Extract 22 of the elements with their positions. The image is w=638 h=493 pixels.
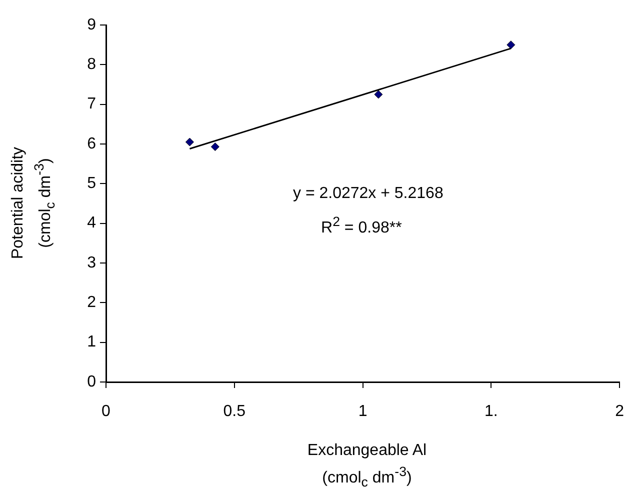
x-tick-label: 1 [358,403,368,420]
y-tick-label: 6 [87,135,96,152]
annotation: y = 2.0272x + 5.2168 [293,184,444,204]
y-tick-label: 0 [87,373,96,390]
annotation: R$^{2}$ = 0.98** [321,213,402,238]
point [374,90,383,99]
y-tick-label: 9 [87,16,96,34]
point [185,138,194,146]
y-tick-label: 7 [87,96,96,113]
y-tick-label: 3 [87,254,96,272]
y-tick-label: 5 [87,175,96,192]
y-tick-label: 8 [87,56,96,74]
point [506,40,516,50]
x-tick-label: 0.5 [223,403,246,420]
y-tick-label: 4 [87,214,96,232]
x-tick-label: 0 [102,403,111,420]
point [210,142,220,152]
y-tick-label: 1 [87,334,96,351]
x-tick-label: 2 [615,403,624,420]
x-axis-title: Exchangeable Al (cmol$_{c}$ dm$^{-3}$) [307,441,427,492]
x-tick-label: 1. [484,403,498,420]
y-tick-label: 2 [87,294,96,312]
